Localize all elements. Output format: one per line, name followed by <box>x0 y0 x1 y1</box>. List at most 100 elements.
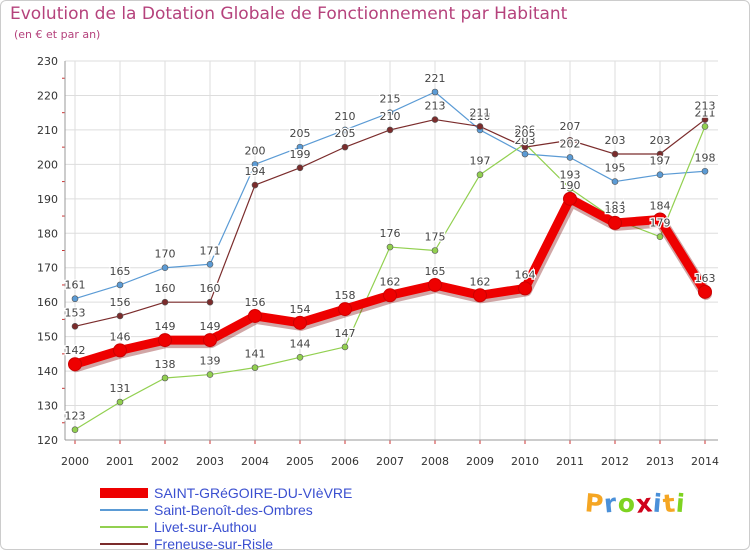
data-label-1-12: 195 <box>605 162 626 175</box>
data-point-2-8 <box>431 247 439 254</box>
data-label-1-13: 197 <box>650 155 671 168</box>
legend-label: Livet-sur-Authou <box>154 518 257 535</box>
data-point-3-10 <box>521 143 529 151</box>
y-tick-label-170: 170 <box>37 262 58 275</box>
data-point-2-13 <box>656 233 664 241</box>
data-label-2-6: 147 <box>335 327 356 340</box>
data-label-0-6: 158 <box>335 289 356 302</box>
y-tick-label-210: 210 <box>37 124 58 137</box>
data-point-0-2 <box>158 333 172 348</box>
data-point-3-3 <box>206 298 214 306</box>
legend-swatch <box>100 542 148 545</box>
data-point-3-13 <box>656 150 664 158</box>
data-label-2-5: 144 <box>290 337 311 350</box>
data-point-1-11 <box>566 154 574 161</box>
data-label-0-9: 162 <box>470 275 491 288</box>
data-point-1-7 <box>386 109 394 116</box>
data-label-2-12: 184 <box>605 199 626 212</box>
data-label-2-0: 123 <box>65 410 86 423</box>
data-label-1-1: 165 <box>110 265 131 278</box>
data-point-1-0 <box>71 295 79 303</box>
legend-item: Saint-Benoît-des-Ombres <box>100 501 352 518</box>
data-point-0-12 <box>608 215 622 230</box>
data-point-3-9 <box>476 123 484 130</box>
data-point-0-4 <box>248 308 262 323</box>
data-label-3-2: 160 <box>155 282 176 295</box>
x-tick-label-2012: 2012 <box>601 455 629 468</box>
data-label-3-8: 213 <box>425 100 446 113</box>
data-label-0-7: 162 <box>380 275 401 288</box>
y-tick-label-150: 150 <box>37 331 58 344</box>
data-label-0-13: 184 <box>650 199 671 212</box>
data-label-3-10: 205 <box>515 127 536 140</box>
x-tick-label-2004: 2004 <box>241 455 269 468</box>
data-point-0-7 <box>383 288 397 303</box>
x-tick-label-2014: 2014 <box>691 455 719 468</box>
data-label-0-1: 146 <box>110 330 131 343</box>
data-label-2-1: 131 <box>110 382 131 395</box>
data-label-1-11: 202 <box>560 137 581 150</box>
x-tick-label-2003: 2003 <box>196 455 224 468</box>
x-tick-label-2013: 2013 <box>646 455 674 468</box>
data-label-3-0: 153 <box>65 306 86 319</box>
logo-letter: i <box>674 488 687 519</box>
data-point-3-12 <box>611 150 619 158</box>
data-point-3-5 <box>296 164 304 172</box>
legend-item: SAINT-GRéGOIRE-DU-VIèVRE <box>100 484 352 501</box>
data-label-3-6: 205 <box>335 127 356 140</box>
x-tick-label-2000: 2000 <box>61 455 89 468</box>
data-point-3-6 <box>341 143 349 151</box>
data-point-1-4 <box>251 161 259 168</box>
x-tick-label-2009: 2009 <box>466 455 494 468</box>
data-point-3-4 <box>251 181 259 189</box>
x-tick-label-2010: 2010 <box>511 455 539 468</box>
data-label-3-11: 207 <box>560 120 581 133</box>
proxiti-logo: Proxiti <box>584 488 687 519</box>
chart-subtitle: (en € et par an) <box>14 28 101 41</box>
data-label-0-2: 149 <box>155 320 176 333</box>
data-point-0-3 <box>203 333 217 348</box>
x-tick-label-2007: 2007 <box>376 455 404 468</box>
data-label-1-10: 203 <box>515 134 536 147</box>
data-point-1-1 <box>116 281 124 289</box>
data-point-2-11 <box>566 185 574 192</box>
data-label-1-5: 205 <box>290 127 311 140</box>
data-point-2-0 <box>71 426 79 433</box>
y-tick-label-160: 160 <box>37 296 58 309</box>
y-tick-label-120: 120 <box>37 434 58 447</box>
data-label-1-14: 198 <box>695 151 716 164</box>
y-tick-label-200: 200 <box>37 158 58 171</box>
data-point-2-7 <box>386 243 394 251</box>
data-point-0-8 <box>428 277 442 292</box>
data-point-1-2 <box>161 264 169 272</box>
data-point-2-3 <box>206 371 214 378</box>
data-point-2-6 <box>341 343 349 351</box>
data-point-0-6 <box>338 302 352 317</box>
data-point-2-4 <box>251 364 259 371</box>
data-point-1-13 <box>656 171 664 178</box>
legend-swatch <box>100 508 148 511</box>
data-label-2-9: 197 <box>470 155 491 168</box>
data-label-0-10: 164 <box>515 268 536 281</box>
legend-label: Freneuse-sur-Risle <box>154 535 274 552</box>
data-label-3-14: 213 <box>695 100 716 113</box>
data-label-3-3: 160 <box>200 282 221 295</box>
chart-title: Evolution de la Dotation Globale de Fonc… <box>10 4 568 24</box>
data-label-3-9: 211 <box>470 106 491 119</box>
data-label-3-7: 210 <box>380 110 401 123</box>
y-tick-label-180: 180 <box>37 227 58 240</box>
data-label-0-14: 163 <box>695 272 716 285</box>
data-point-3-2 <box>161 298 169 306</box>
data-label-2-13: 179 <box>650 217 671 230</box>
data-point-3-1 <box>116 312 124 320</box>
data-label-1-4: 200 <box>245 144 266 157</box>
data-label-2-14: 211 <box>695 106 716 119</box>
data-point-0-13 <box>653 212 667 227</box>
data-label-1-0: 161 <box>65 279 86 292</box>
y-tick-label-220: 220 <box>37 89 58 102</box>
data-label-2-11: 193 <box>560 168 581 181</box>
data-label-1-7: 215 <box>380 93 401 106</box>
legend-item: Livet-sur-Authou <box>100 518 352 535</box>
data-label-2-8: 175 <box>425 231 446 244</box>
